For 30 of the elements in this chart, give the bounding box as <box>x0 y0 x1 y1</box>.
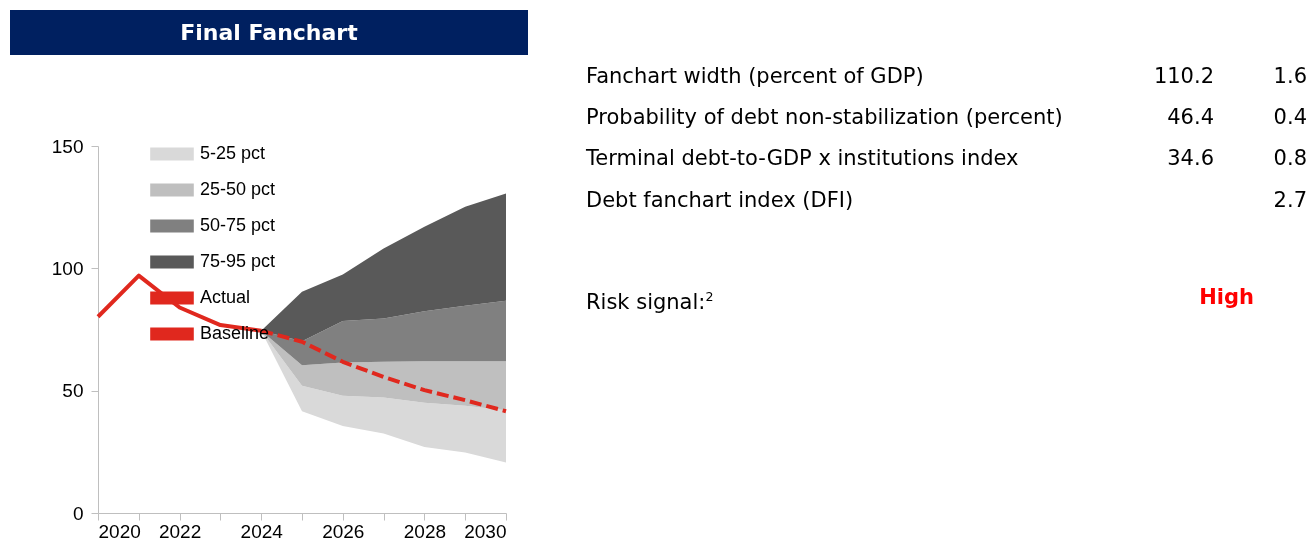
legend-label: 50-75 pct <box>200 215 276 235</box>
y-tick-label: 0 <box>72 502 84 524</box>
text: Risk signal:$^{2}$ <box>586 288 714 315</box>
chart-title: Final Fanchart <box>10 10 528 55</box>
legend-label: 25-50 pct <box>200 179 276 199</box>
x-tick-label: 2030 <box>464 520 507 542</box>
text: Terminal debt-to-GDP x institutions index <box>586 145 1019 171</box>
y-tick-label: 50 <box>62 380 84 402</box>
text: 34.6 <box>1167 145 1214 171</box>
legend-label: 75-95 pct <box>200 251 276 271</box>
x-tick-label: 2028 <box>403 520 447 542</box>
text: 1.6 <box>1273 63 1307 89</box>
y-tick-label: 150 <box>51 135 84 157</box>
x-tick-label: 2022 <box>158 520 202 542</box>
legend-label: Actual <box>200 287 251 307</box>
text: 46.4 <box>1167 104 1214 130</box>
legend-label: Baseline <box>200 323 270 343</box>
text: Fanchart width (percent of GDP) <box>586 63 924 89</box>
text: 0.8 <box>1273 145 1307 171</box>
text: 2.7 <box>1273 187 1307 213</box>
text: 110.2 <box>1153 63 1214 89</box>
x-tick-label: 2024 <box>240 520 284 542</box>
y-tick-label: 100 <box>51 257 84 279</box>
text: High <box>1199 284 1254 310</box>
legend-label: 5-25 pct <box>200 143 266 163</box>
text: Probability of debt non-stabilization (percent) <box>586 104 1063 130</box>
text: 0.4 <box>1273 104 1307 130</box>
x-tick-label: 2020 <box>98 520 141 542</box>
text: Debt fanchart index (DFI) <box>586 187 854 213</box>
x-tick-label: 2026 <box>322 520 365 542</box>
